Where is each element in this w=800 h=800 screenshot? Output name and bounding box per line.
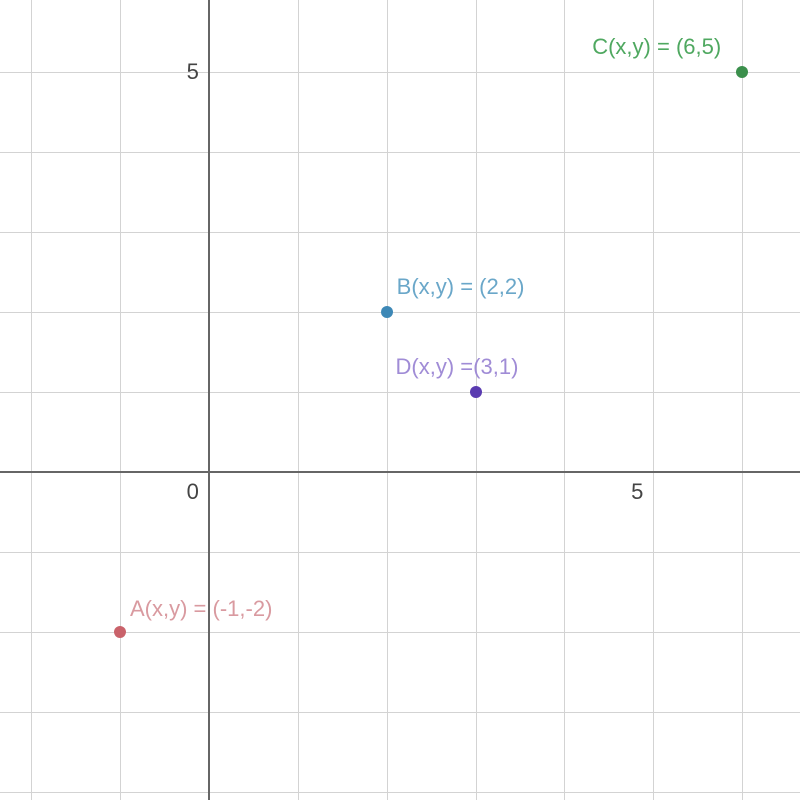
gridline-vertical <box>742 0 743 800</box>
gridline-horizontal <box>0 392 800 393</box>
gridline-horizontal <box>0 792 800 793</box>
axis-tick-label: 5 <box>187 59 209 85</box>
gridline-vertical <box>564 0 565 800</box>
y-axis <box>208 0 210 800</box>
gridline-horizontal <box>0 552 800 553</box>
gridline-horizontal <box>0 152 800 153</box>
coordinate-plane: 0 5 5 A(x,y) = (-1,-2) B(x,y) = (2,2) C(x,y) … <box>0 0 800 800</box>
gridline-horizontal <box>0 232 800 233</box>
gridline-vertical <box>120 0 121 800</box>
point-label-a: A(x,y) = (-1,-2) <box>130 596 272 622</box>
point-b <box>381 306 393 318</box>
gridline-horizontal <box>0 312 800 313</box>
point-label-c: C(x,y) = (6,5) <box>592 34 721 60</box>
gridline-vertical <box>298 0 299 800</box>
point-label-b: B(x,y) = (2,2) <box>397 274 525 300</box>
gridline-vertical <box>31 0 32 800</box>
axis-tick-label: 0 <box>187 479 209 505</box>
gridline-vertical <box>653 0 654 800</box>
x-axis <box>0 471 800 473</box>
gridline-vertical <box>387 0 388 800</box>
point-d <box>470 386 482 398</box>
axis-tick-label: 5 <box>631 479 653 505</box>
gridline-horizontal <box>0 72 800 73</box>
gridline-vertical <box>476 0 477 800</box>
point-label-d: D(x,y) =(3,1) <box>396 354 519 380</box>
point-c <box>736 66 748 78</box>
point-a <box>114 626 126 638</box>
gridline-horizontal <box>0 712 800 713</box>
